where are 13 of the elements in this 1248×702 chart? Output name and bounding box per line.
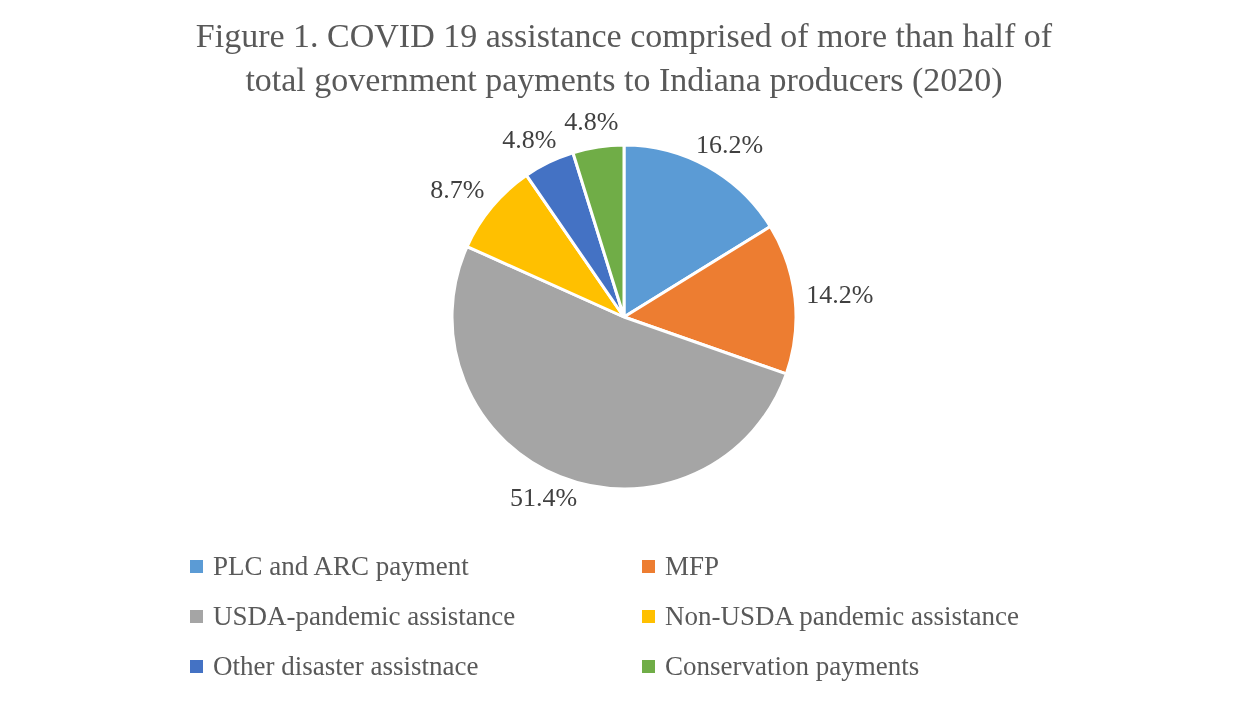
legend-label: Conservation payments [665,650,920,682]
legend-label: MFP [665,550,720,582]
legend-label: Non-USDA pandemic assistance [665,600,1019,632]
legend-label: USDA-pandemic assistance [213,600,516,632]
legend-label: Other disaster assistnace [213,650,479,682]
data-label: 51.4% [509,482,578,512]
data-label: 14.2% [806,279,874,309]
data-label: 8.7% [430,175,485,205]
data-label: 4.8% [502,124,557,154]
data-label: 16.2% [696,129,764,159]
chart-title: Figure 1. COVID 19 assistance comprised of more than half of total government payments to Indiana producers (2020) [194,16,1054,100]
legend-label: PLC and ARC payment [213,550,469,582]
data-label: 4.8% [564,107,619,137]
